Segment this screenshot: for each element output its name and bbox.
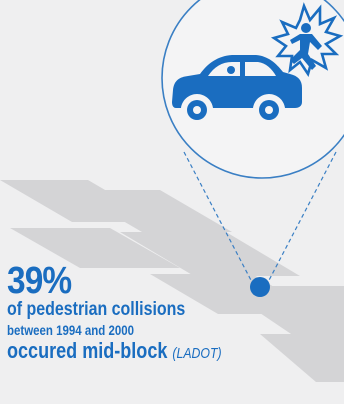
crosswalk-stripes — [0, 180, 344, 382]
stat-source: (LADOT) — [172, 345, 222, 362]
pedestrian-icon — [290, 23, 322, 70]
crosswalk-stripe — [10, 228, 180, 268]
statistic-text: 39% of pedestrian collisions between 199… — [7, 262, 344, 366]
crosswalk-stripe — [120, 232, 300, 276]
crosswalk-stripe — [70, 190, 232, 232]
stat-percent: 39% — [7, 260, 72, 302]
stat-line-collisions: of pedestrian collisions — [7, 299, 186, 320]
stat-midblock-text: occured mid-block — [7, 338, 168, 363]
crosswalk-stripe — [260, 334, 344, 382]
impact-burst-icon — [270, 2, 344, 78]
stat-line-years: between 1994 and 2000 — [7, 322, 134, 338]
crosswalk-stripe — [220, 286, 344, 340]
stat-line-midblock: occured mid-block (LADOT) — [7, 339, 286, 366]
location-dot-icon — [250, 277, 270, 297]
car-windows — [193, 62, 276, 114]
driver-icon — [227, 66, 235, 74]
